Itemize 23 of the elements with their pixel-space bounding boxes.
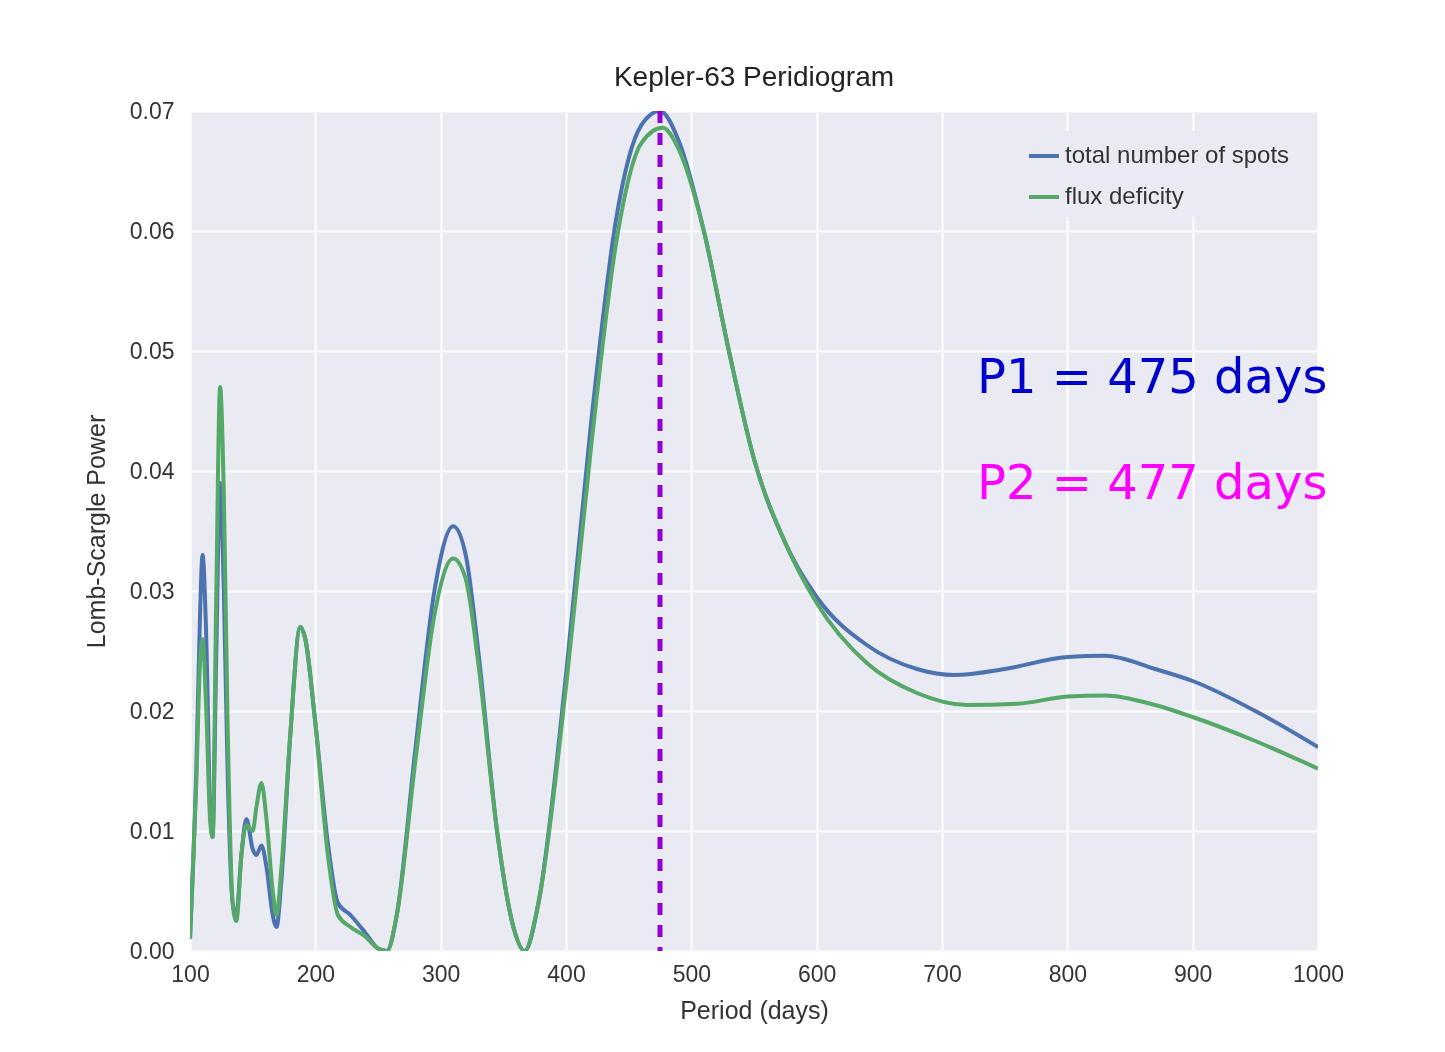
y-tick-label: 0.03 [129, 577, 175, 604]
y-tick-label: 0.05 [129, 337, 175, 364]
legend-label: total number of spots [1065, 141, 1290, 168]
annotation: P1 = 475 days [977, 348, 1328, 404]
x-tick-label: 700 [923, 960, 962, 987]
annotation: P2 = 477 days [977, 454, 1328, 510]
y-tick-label: 0.04 [129, 457, 175, 484]
x-tick-label: 400 [547, 960, 586, 987]
x-tick-label: 900 [1173, 960, 1213, 987]
x-tick-label: 200 [296, 960, 336, 987]
y-tick-label: 0.07 [129, 97, 175, 124]
y-axis-title: Lomb-Scargle Power [81, 414, 110, 649]
y-tick-label: 0.06 [129, 217, 175, 244]
x-tick-label: 1000 [1292, 960, 1345, 987]
chart-title: Kepler-63 Peridiogram [613, 61, 895, 92]
x-tick-label: 600 [797, 960, 837, 987]
x-tick-label: 300 [421, 960, 461, 987]
x-tick-label: 800 [1048, 960, 1088, 987]
x-tick-label: 500 [672, 960, 712, 987]
legend-label: flux deficity [1065, 182, 1184, 209]
y-tick-label: 0.02 [129, 697, 175, 724]
x-axis-title: Period (days) [680, 995, 829, 1024]
y-tick-label: 0.01 [129, 817, 175, 844]
